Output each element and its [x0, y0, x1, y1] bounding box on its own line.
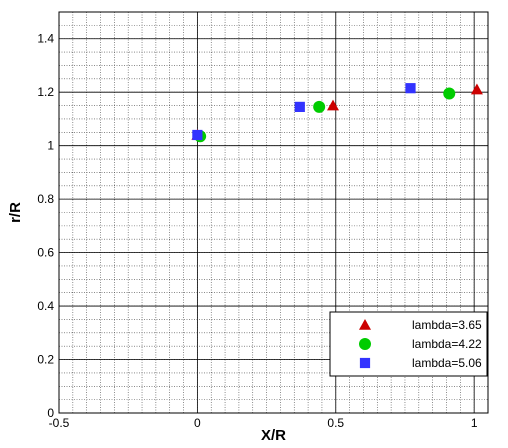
y-tick-label: 1.2: [37, 85, 54, 99]
x-tick-label: 1: [471, 416, 478, 430]
legend-box: [329, 311, 488, 377]
tick-labels: -0.5 0 0.5 100.20.40.60.811.21.4: [37, 32, 478, 430]
legend-marker-circle: [359, 338, 371, 350]
y-axis-title: r/R: [7, 202, 24, 223]
x-axis-title: X/R: [261, 427, 286, 444]
y-tick-label: 0.2: [37, 353, 54, 367]
legend-label: lambda=4.22: [412, 337, 482, 351]
y-tick-label: 0.4: [37, 299, 54, 313]
data-point-circle: [313, 100, 326, 113]
legend-marker-square: [359, 357, 371, 369]
y-tick-label: 0: [47, 406, 54, 420]
data-point-circle: [443, 87, 456, 100]
legend: lambda=3.65 lambda=4.22 lambda=5.06: [329, 311, 488, 377]
y-tick-label: 1.4: [37, 32, 54, 46]
data-point-square: [294, 101, 305, 113]
data-points: [191, 83, 483, 143]
data-point-square: [192, 129, 203, 141]
y-tick-label: 0.8: [37, 192, 54, 206]
y-tick-label: 1: [47, 139, 54, 153]
x-tick-label: 0: [194, 416, 201, 430]
data-point-square: [405, 83, 416, 94]
legend-label: lambda=3.65: [412, 318, 482, 332]
x-tick-label: 0.5: [327, 416, 344, 430]
x-tick-label: -0.5: [49, 416, 70, 430]
legend-label: lambda=5.06: [412, 356, 482, 370]
data-point-triangle: [327, 99, 340, 111]
grid: [58, 11, 489, 414]
data-point-triangle: [470, 83, 483, 95]
legend-marker-triangle: [359, 319, 371, 330]
plot-frame: [58, 11, 489, 414]
y-tick-label: 0.6: [37, 246, 54, 260]
